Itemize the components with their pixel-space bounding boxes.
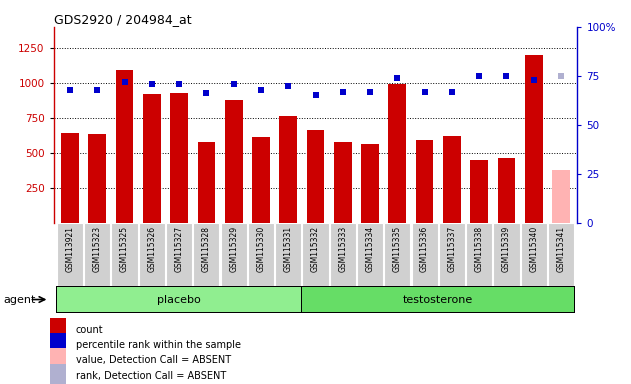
Text: GSM115325: GSM115325 (120, 226, 129, 272)
Bar (88, 134, 106, 223)
Bar (252, 137, 270, 223)
Text: percentile rank within the sample: percentile rank within the sample (76, 340, 240, 350)
Text: GSM115339: GSM115339 (502, 226, 511, 272)
Bar (50, 348, 66, 372)
Text: GSM115326: GSM115326 (147, 226, 156, 272)
Text: GSM115328: GSM115328 (202, 226, 211, 272)
Text: GSM115336: GSM115336 (420, 226, 429, 272)
Text: GSM115323: GSM115323 (93, 226, 102, 272)
Text: GSM115340: GSM115340 (529, 226, 538, 272)
Bar (416, 140, 433, 223)
Bar (361, 144, 379, 223)
Bar (57, 287, 302, 312)
Bar (84, 223, 110, 286)
Bar (521, 223, 547, 286)
Bar (57, 223, 83, 286)
Text: agent: agent (3, 295, 35, 305)
Bar (552, 170, 570, 223)
Text: GDS2920 / 204984_at: GDS2920 / 204984_at (54, 13, 191, 26)
Bar (139, 223, 165, 286)
Bar (225, 99, 242, 223)
Bar (307, 131, 324, 223)
Text: count: count (76, 325, 103, 335)
Text: GSM115335: GSM115335 (393, 226, 402, 272)
Text: GSM115334: GSM115334 (365, 226, 375, 272)
Bar (248, 223, 274, 286)
Bar (221, 223, 247, 286)
Text: GSM115337: GSM115337 (447, 226, 456, 272)
Bar (302, 287, 574, 312)
Bar (166, 223, 192, 286)
Bar (357, 223, 383, 286)
Text: GSM115331: GSM115331 (284, 226, 293, 272)
Bar (525, 55, 543, 223)
Bar (280, 116, 297, 223)
Bar (50, 318, 66, 342)
Text: placebo: placebo (157, 295, 201, 305)
Bar (198, 142, 215, 223)
Bar (170, 93, 188, 223)
Bar (112, 223, 138, 286)
Bar (498, 158, 516, 223)
Text: rank, Detection Call = ABSENT: rank, Detection Call = ABSENT (76, 371, 226, 381)
Bar (143, 94, 161, 223)
Bar (548, 223, 574, 286)
Text: GSM115338: GSM115338 (475, 226, 484, 272)
Bar (115, 70, 133, 223)
Bar (275, 223, 302, 286)
Bar (470, 160, 488, 223)
Bar (334, 142, 351, 223)
Text: GSM115330: GSM115330 (256, 226, 266, 272)
Text: GSM115333: GSM115333 (338, 226, 347, 272)
Bar (384, 223, 410, 286)
Bar (466, 223, 492, 286)
Bar (389, 84, 406, 223)
Text: GSM115329: GSM115329 (229, 226, 238, 272)
Bar (443, 136, 461, 223)
Text: testosterone: testosterone (403, 295, 473, 305)
Text: GSM115341: GSM115341 (557, 226, 565, 272)
Bar (493, 223, 519, 286)
Bar (411, 223, 438, 286)
Bar (439, 223, 465, 286)
Text: GSM113921: GSM113921 (66, 226, 74, 272)
Bar (302, 223, 329, 286)
Bar (50, 364, 66, 384)
Text: value, Detection Call = ABSENT: value, Detection Call = ABSENT (76, 356, 231, 366)
Bar (193, 223, 220, 286)
Bar (50, 333, 66, 358)
Bar (61, 133, 79, 223)
Text: GSM115327: GSM115327 (175, 226, 184, 272)
Bar (329, 223, 356, 286)
Text: GSM115332: GSM115332 (311, 226, 320, 272)
